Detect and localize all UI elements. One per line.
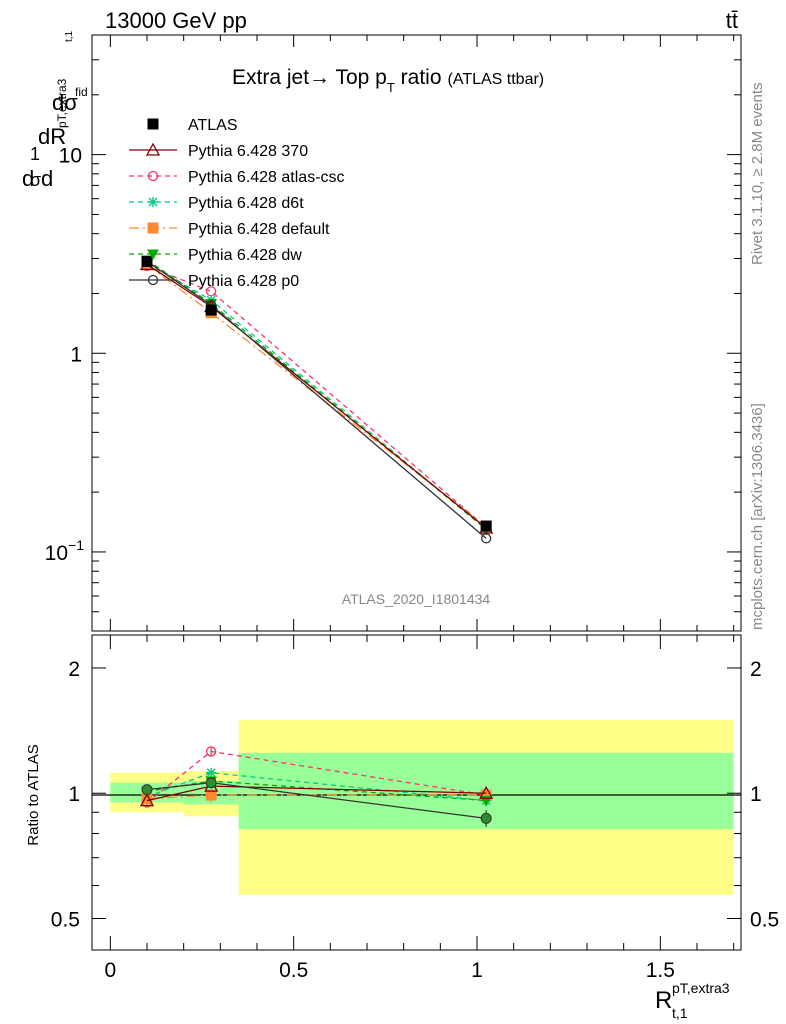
ratio-point-p370 [479,785,494,799]
chart-title: Extra jet→ Top pT ratio (ATLAS ttbar) [232,66,544,95]
main-panel-series [139,255,494,544]
legend-entry-default: Pythia 6.428 default [129,221,330,238]
ylabel-part-d2: d [41,166,53,191]
legend-label: Pythia 6.428 atlas-csc [188,169,345,186]
ylabel-part-d1: d [22,166,34,191]
legend-entry-d6t: Pythia 6.428 d6t [129,195,304,212]
legend-marker [147,170,159,182]
ratio-tick-labels: 0.5 0.5 1 1 2 2 0 0.5 1 1.5 [51,658,779,982]
main-y-axis-label: d 1 σ d dσ fid pT,extra3 t,1 dR [22,30,88,191]
main-ytick-label: 10 [59,145,82,168]
ylabel-part-fid: fid [75,85,88,99]
legend-marker [147,222,159,234]
ratio-point-p370 [139,793,155,807]
point-atlas [480,520,492,532]
ratio-ytick-label-left: 2 [68,658,80,681]
ratio-point-d6t [206,767,217,778]
ratio-ytick-label-left: 1 [68,783,80,806]
ratio-y-axis-label: Ratio to ATLAS [25,744,42,845]
point-p0 [481,533,492,544]
legend-label: Pythia 6.428 p0 [188,273,299,290]
legend-label: Pythia 6.428 d6t [188,195,304,212]
ratio-ytick-label-left: 0.5 [51,908,80,931]
legend-label: Pythia 6.428 default [188,221,330,238]
xtick-label: 0 [104,959,116,982]
series-atlascsc [141,260,492,533]
process-label: tt̄ [726,8,738,33]
series-atlas [141,255,492,532]
main-ytick-label: 10−1 [45,537,85,565]
legend-label: ATLAS [188,117,238,134]
xlabel-sup: pT,extra3 [672,980,730,996]
ratio-ytick-label-right: 0.5 [750,908,779,931]
legend-marker [147,118,159,130]
ytick-base: 10 [45,542,68,565]
xlabel-base: R [655,987,672,1014]
legend-entry-atlas: ATLAS [147,117,238,134]
series-line-p370 [146,263,487,529]
ratio-ytick-label-right: 2 [750,658,762,681]
ylabel-part-pt-extra3: pT,extra3 [55,78,69,128]
ylabel-part-dsigma: dσ [52,90,78,115]
ratio-panel-frame [91,634,742,951]
legend-marker [145,142,161,156]
main-panel-ticks [92,34,741,632]
legend-entry-dw: Pythia 6.428 dw [129,247,302,264]
ratio-point-default [205,789,217,801]
ylabel-part-sigma: σ [30,170,41,190]
series-p0 [141,256,492,544]
x-axis-label: R pT,extra3 t,1 [655,980,730,1021]
title-sub: T [387,80,395,95]
rivet-version-label: Rivet 3.1.10, ≥ 2.8M events [749,83,766,266]
ratio-uncertainty-bands [110,719,734,895]
mcplots-label: mcplots.cern.ch [arXiv:1306.3436] [749,403,766,630]
title-tail: ratio [395,66,442,89]
legend-marker [147,274,159,286]
legend: ATLAS Pythia 6.428 370 Pythia 6.428 atlas-… [129,117,345,290]
series-line-atlascsc [146,265,487,528]
xtick-label: 0.5 [279,959,308,982]
ratio-point-p0 [205,777,217,789]
ratio-point-p0 [480,812,492,824]
legend-entry-p0: Pythia 6.428 p0 [129,273,299,290]
ylabel-part-dR: dR [38,124,66,149]
ratio-ytick-label-right: 1 [750,783,762,806]
title-mid: → Top p [309,66,387,89]
analysis-watermark: ATLAS_2020_I1801434 [342,591,491,607]
point-atlas [205,304,217,316]
ylabel-part-one: 1 [30,144,40,164]
legend-entry-p370: Pythia 6.428 370 [129,142,308,160]
ratio-series-p0 [141,777,492,827]
ratio-panel-series [139,746,494,827]
ratio-point-p0 [141,784,153,796]
main-panel-frame [91,34,742,632]
series-d6t [142,257,492,535]
legend-marker [147,249,159,261]
energy-label: 13000 GeV pp [105,8,247,33]
point-atlas [141,255,153,267]
ylabel-part-t1: t,1 [64,30,75,42]
xtick-label: 1.5 [646,959,675,982]
legend-label: Pythia 6.428 dw [188,247,302,264]
legend-marker [148,197,158,207]
legend-label: Pythia 6.428 370 [188,143,308,160]
title-small: (ATLAS ttbar) [448,71,545,88]
main-ytick-label: 1 [70,343,82,366]
ratio-panel-ticks [92,635,741,950]
title-main: Extra jet [232,66,309,89]
ratio-point-atlascsc [206,746,217,757]
ytick-exponent: −1 [68,537,84,553]
legend-entry-atlascsc: Pythia 6.428 atlas-csc [129,169,345,186]
xtick-label: 1 [471,959,483,982]
xlabel-sub: t,1 [672,1005,688,1021]
